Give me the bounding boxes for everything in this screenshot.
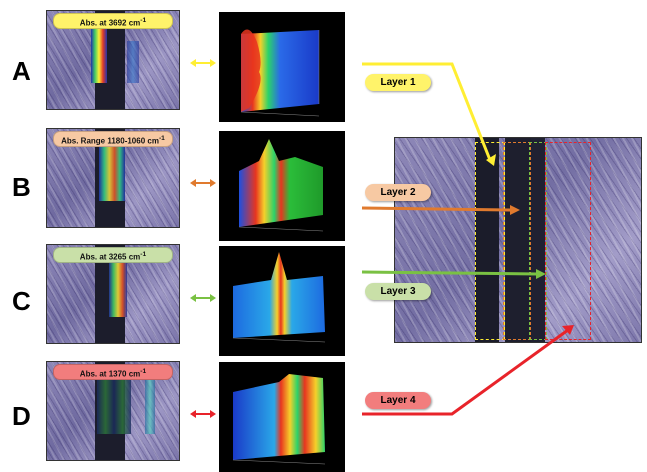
- layer-label-4: Layer 4: [365, 392, 431, 409]
- map-label-d: Abs. at 1370 cm-1: [53, 364, 173, 380]
- panel-letter-d: D: [12, 401, 31, 431]
- layer-label-3: Layer 3: [365, 283, 431, 300]
- layer-box-1: [475, 142, 505, 340]
- panel-letter-b: B: [12, 172, 31, 202]
- layer-box-4: [545, 142, 591, 340]
- layer-label-2: Layer 2: [365, 184, 431, 201]
- double-arrow-icon-a: [190, 59, 216, 67]
- chemical-map-image-b: Abs. Range 1180-1060 cm-1: [46, 128, 180, 228]
- panel-letter-c: C: [12, 286, 31, 316]
- surface-plot-c: [219, 246, 345, 356]
- surface-plot-a: [219, 12, 345, 122]
- double-arrow-icon-c: [190, 294, 216, 302]
- surface-plot-d: [219, 362, 345, 472]
- chemical-map-image-a: Abs. at 3692 cm-1: [46, 10, 180, 110]
- panel-letter-a: A: [12, 56, 31, 86]
- chemical-map-image-c: Abs. at 3265 cm-1: [46, 244, 180, 344]
- map-label-a: Abs. at 3692 cm-1: [53, 13, 173, 29]
- map-label-b: Abs. Range 1180-1060 cm-1: [53, 131, 173, 147]
- layer-label-1: Layer 1: [365, 74, 431, 91]
- double-arrow-icon-d: [190, 410, 216, 418]
- surface-plot-b: [219, 131, 345, 241]
- double-arrow-icon-b: [190, 179, 216, 187]
- chemical-map-image-d: Abs. at 1370 cm-1: [46, 361, 180, 461]
- cross-section-micrograph: [394, 137, 642, 343]
- map-label-c: Abs. at 3265 cm-1: [53, 247, 173, 263]
- layer-box-2: [503, 142, 531, 340]
